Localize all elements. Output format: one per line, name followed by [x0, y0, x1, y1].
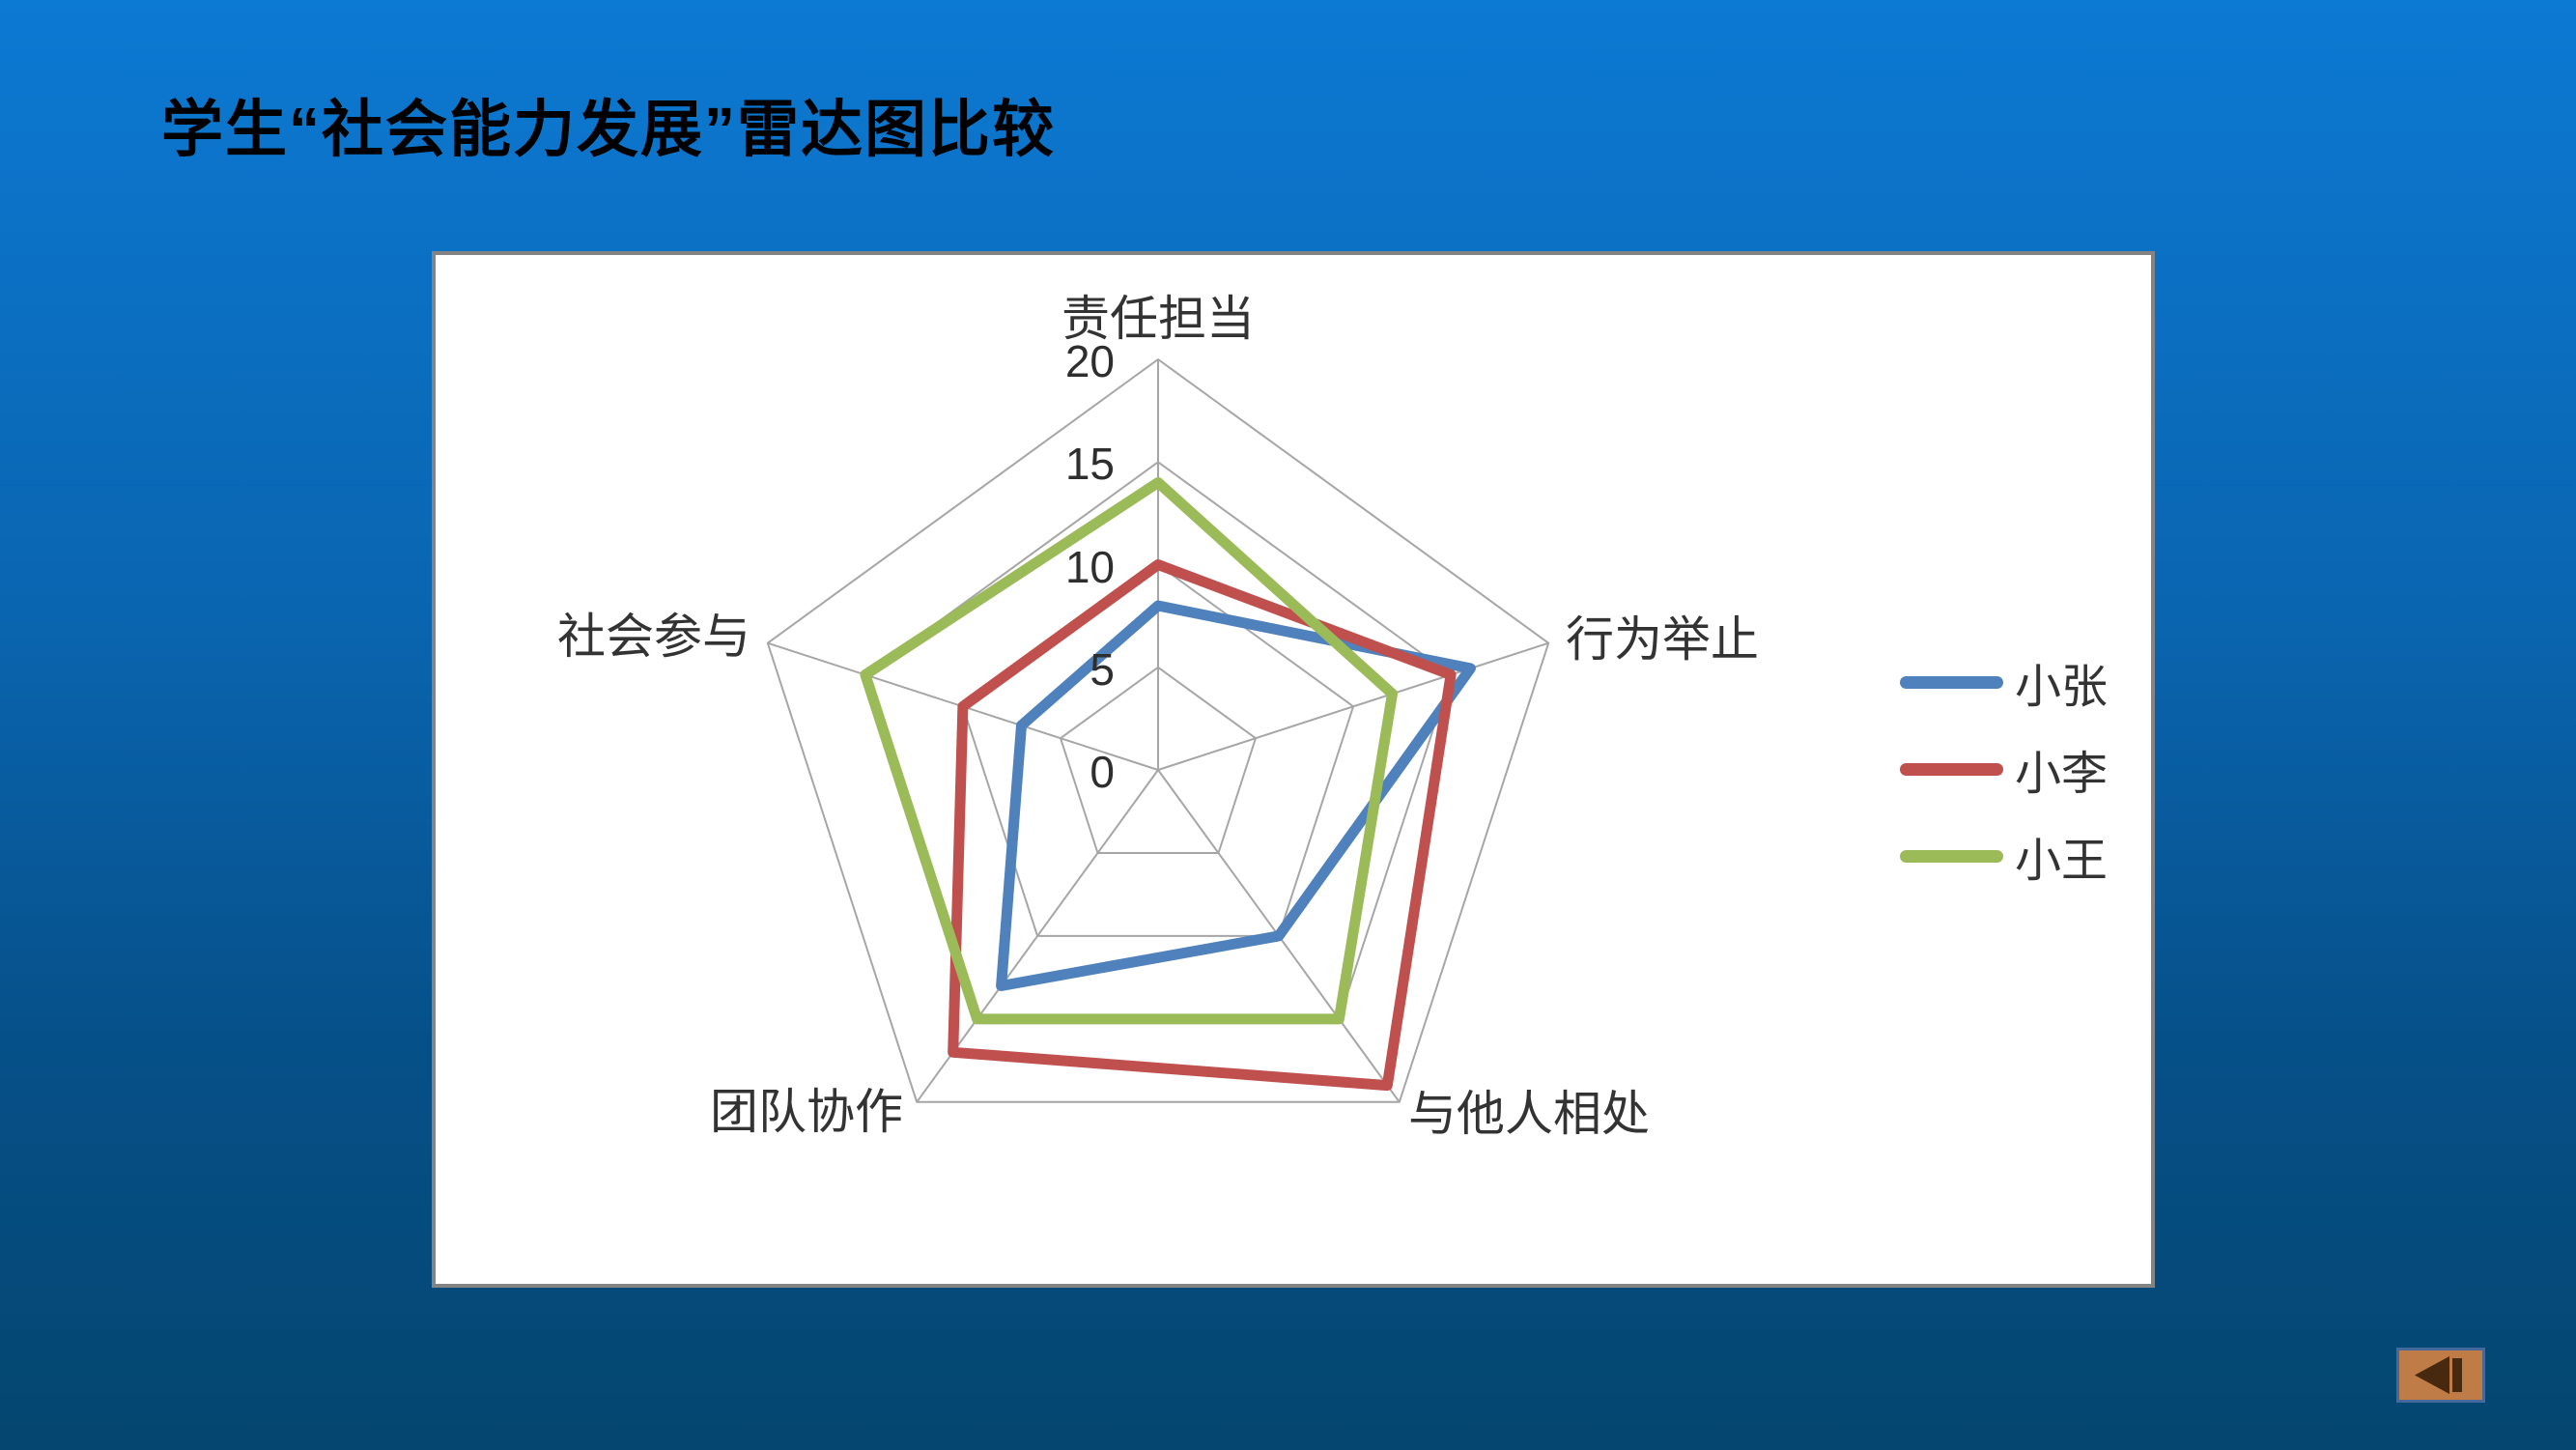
category-label-3: 团队协作 — [710, 1085, 903, 1139]
radial-tick-0: 0 — [1090, 747, 1115, 797]
radial-tick-15: 15 — [1064, 439, 1115, 490]
legend-label-0: 小张 — [2015, 662, 2109, 713]
radial-tick-20: 20 — [1064, 336, 1115, 386]
radar-grid-ring-20 — [766, 358, 1550, 1103]
radar-axis-spoke-1 — [1157, 641, 1549, 771]
legend-item-0: 小张 — [1900, 639, 2108, 725]
category-label-4: 社会参与 — [557, 610, 750, 664]
radar-grid-ring-5 — [1060, 666, 1257, 854]
category-label-1: 行为举止 — [1566, 612, 1759, 667]
legend-item-2: 小王 — [1900, 812, 2108, 899]
series-polygon-1 — [948, 559, 1457, 1092]
page-title: 学生“社会能力发展”雷达图比较 — [161, 95, 1056, 164]
legend-label-1: 小李 — [2015, 749, 2109, 800]
radial-tick-10: 10 — [1064, 541, 1115, 592]
series-polygon-2 — [860, 477, 1398, 1025]
back-button[interactable] — [2396, 1348, 2485, 1403]
radar-chart-area: 20 15 10 5 0 责任担当行为举止与他人相处 团队协作 社会参与 小张小李小王 — [432, 251, 2155, 1288]
category-label-2: 与他人相处 — [1408, 1087, 1650, 1141]
legend-item-1: 小李 — [1900, 725, 2108, 812]
legend-line-swatch-1 — [1900, 762, 2003, 776]
chart-legend: 小张 小李 小王 — [1900, 639, 2108, 899]
radial-tick-5: 5 — [1090, 643, 1115, 695]
legend-label-2: 小王 — [2015, 836, 2109, 887]
legend-line-swatch-0 — [1900, 675, 2003, 689]
legend-line-swatch-2 — [1900, 849, 2003, 863]
radar-chart-svg — [766, 358, 1550, 1103]
previous-slide-icon — [2415, 1356, 2462, 1394]
category-label-0: 责任担当 — [1062, 292, 1255, 346]
